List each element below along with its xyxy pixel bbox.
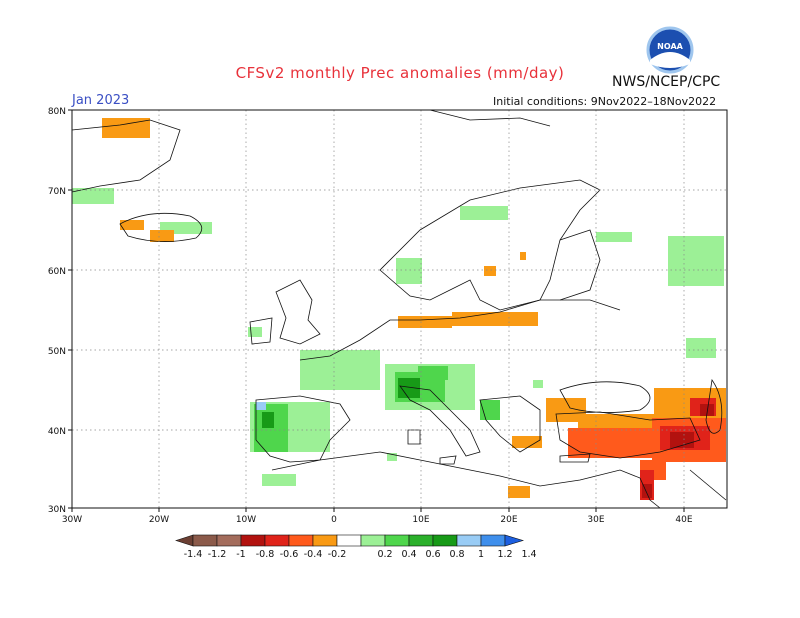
colorbar-label: 1: [478, 549, 484, 560]
lon-label-10e: 10E: [412, 515, 429, 525]
lon-label-10w: 10W: [236, 515, 256, 525]
colorbar-swatch: [432, 534, 458, 547]
colorbar-swatch: [312, 534, 338, 547]
colorbar-label: 0.6: [425, 549, 440, 560]
lon-label-20w: 20W: [149, 515, 169, 525]
colorbar-arrow-left: [175, 534, 194, 547]
colorbar-label: -0.2: [328, 549, 347, 560]
colorbar-label: -0.4: [304, 549, 323, 560]
lat-label-80n: 80N: [48, 107, 66, 117]
lon-label-30w: 30W: [62, 515, 82, 525]
lat-label-70n: 70N: [48, 187, 66, 197]
lat-label-30n: 30N: [48, 505, 66, 515]
colorbar-swatch: [480, 534, 506, 547]
colorbar-label: -1: [236, 549, 245, 560]
lon-label-30e: 30E: [587, 515, 604, 525]
colorbar-label: 1.4: [521, 549, 536, 560]
forecast-month: Jan 2023: [72, 93, 130, 108]
colorbar-swatch: [192, 534, 218, 547]
colorbar-label: 1.2: [497, 549, 512, 560]
initial-conditions: Initial conditions: 9Nov2022–18Nov2022: [493, 95, 717, 108]
coastlines: [71, 109, 727, 509]
gridlines: [72, 110, 727, 508]
logo-text: NOAA: [657, 42, 683, 51]
colorbar-swatch: [216, 534, 242, 547]
colorbar-swatch: [240, 534, 266, 547]
lon-labels: 30W 20W 10W 0 10E 20E 30E 40E: [62, 515, 693, 525]
lon-label-0: 0: [331, 515, 337, 525]
colorbar-label: -1.4: [184, 549, 203, 560]
colorbar-label: 0.2: [377, 549, 392, 560]
chart-title: CFSv2 monthly Prec anomalies (mm/day): [235, 64, 565, 82]
noaa-logo: NOAA: [646, 26, 694, 74]
lat-label-60n: 60N: [48, 267, 66, 277]
lat-labels: 80N 70N 60N 50N 40N 30N: [48, 107, 66, 515]
agency-label: NWS/NCEP/CPC: [612, 74, 721, 90]
colorbar-swatch: [264, 534, 290, 547]
colorbar-arrow-right: [504, 534, 525, 547]
colorbar-label: 0.8: [449, 549, 464, 560]
colorbar-swatch: [408, 534, 434, 547]
lon-label-40e: 40E: [675, 515, 692, 525]
lat-label-40n: 40N: [48, 427, 66, 437]
colorbar-label: -0.6: [280, 549, 299, 560]
colorbar-swatch: [384, 534, 410, 547]
lon-label-20e: 20E: [500, 515, 517, 525]
colorbar-swatch: [456, 534, 482, 547]
colorbar-label: 0.4: [401, 549, 416, 560]
colorbar-label: -1.2: [208, 549, 227, 560]
colorbar: -1.4 -1.2 -1 -0.8 -0.6 -0.4 -0.2 0.2 0.4 0.6 0.8 1 1…: [175, 534, 537, 560]
lat-label-50n: 50N: [48, 347, 66, 357]
colorbar-swatch: [336, 534, 362, 547]
colorbar-swatch: [288, 534, 314, 547]
colorbar-label: -0.8: [256, 549, 275, 560]
colorbar-swatch: [360, 534, 386, 547]
